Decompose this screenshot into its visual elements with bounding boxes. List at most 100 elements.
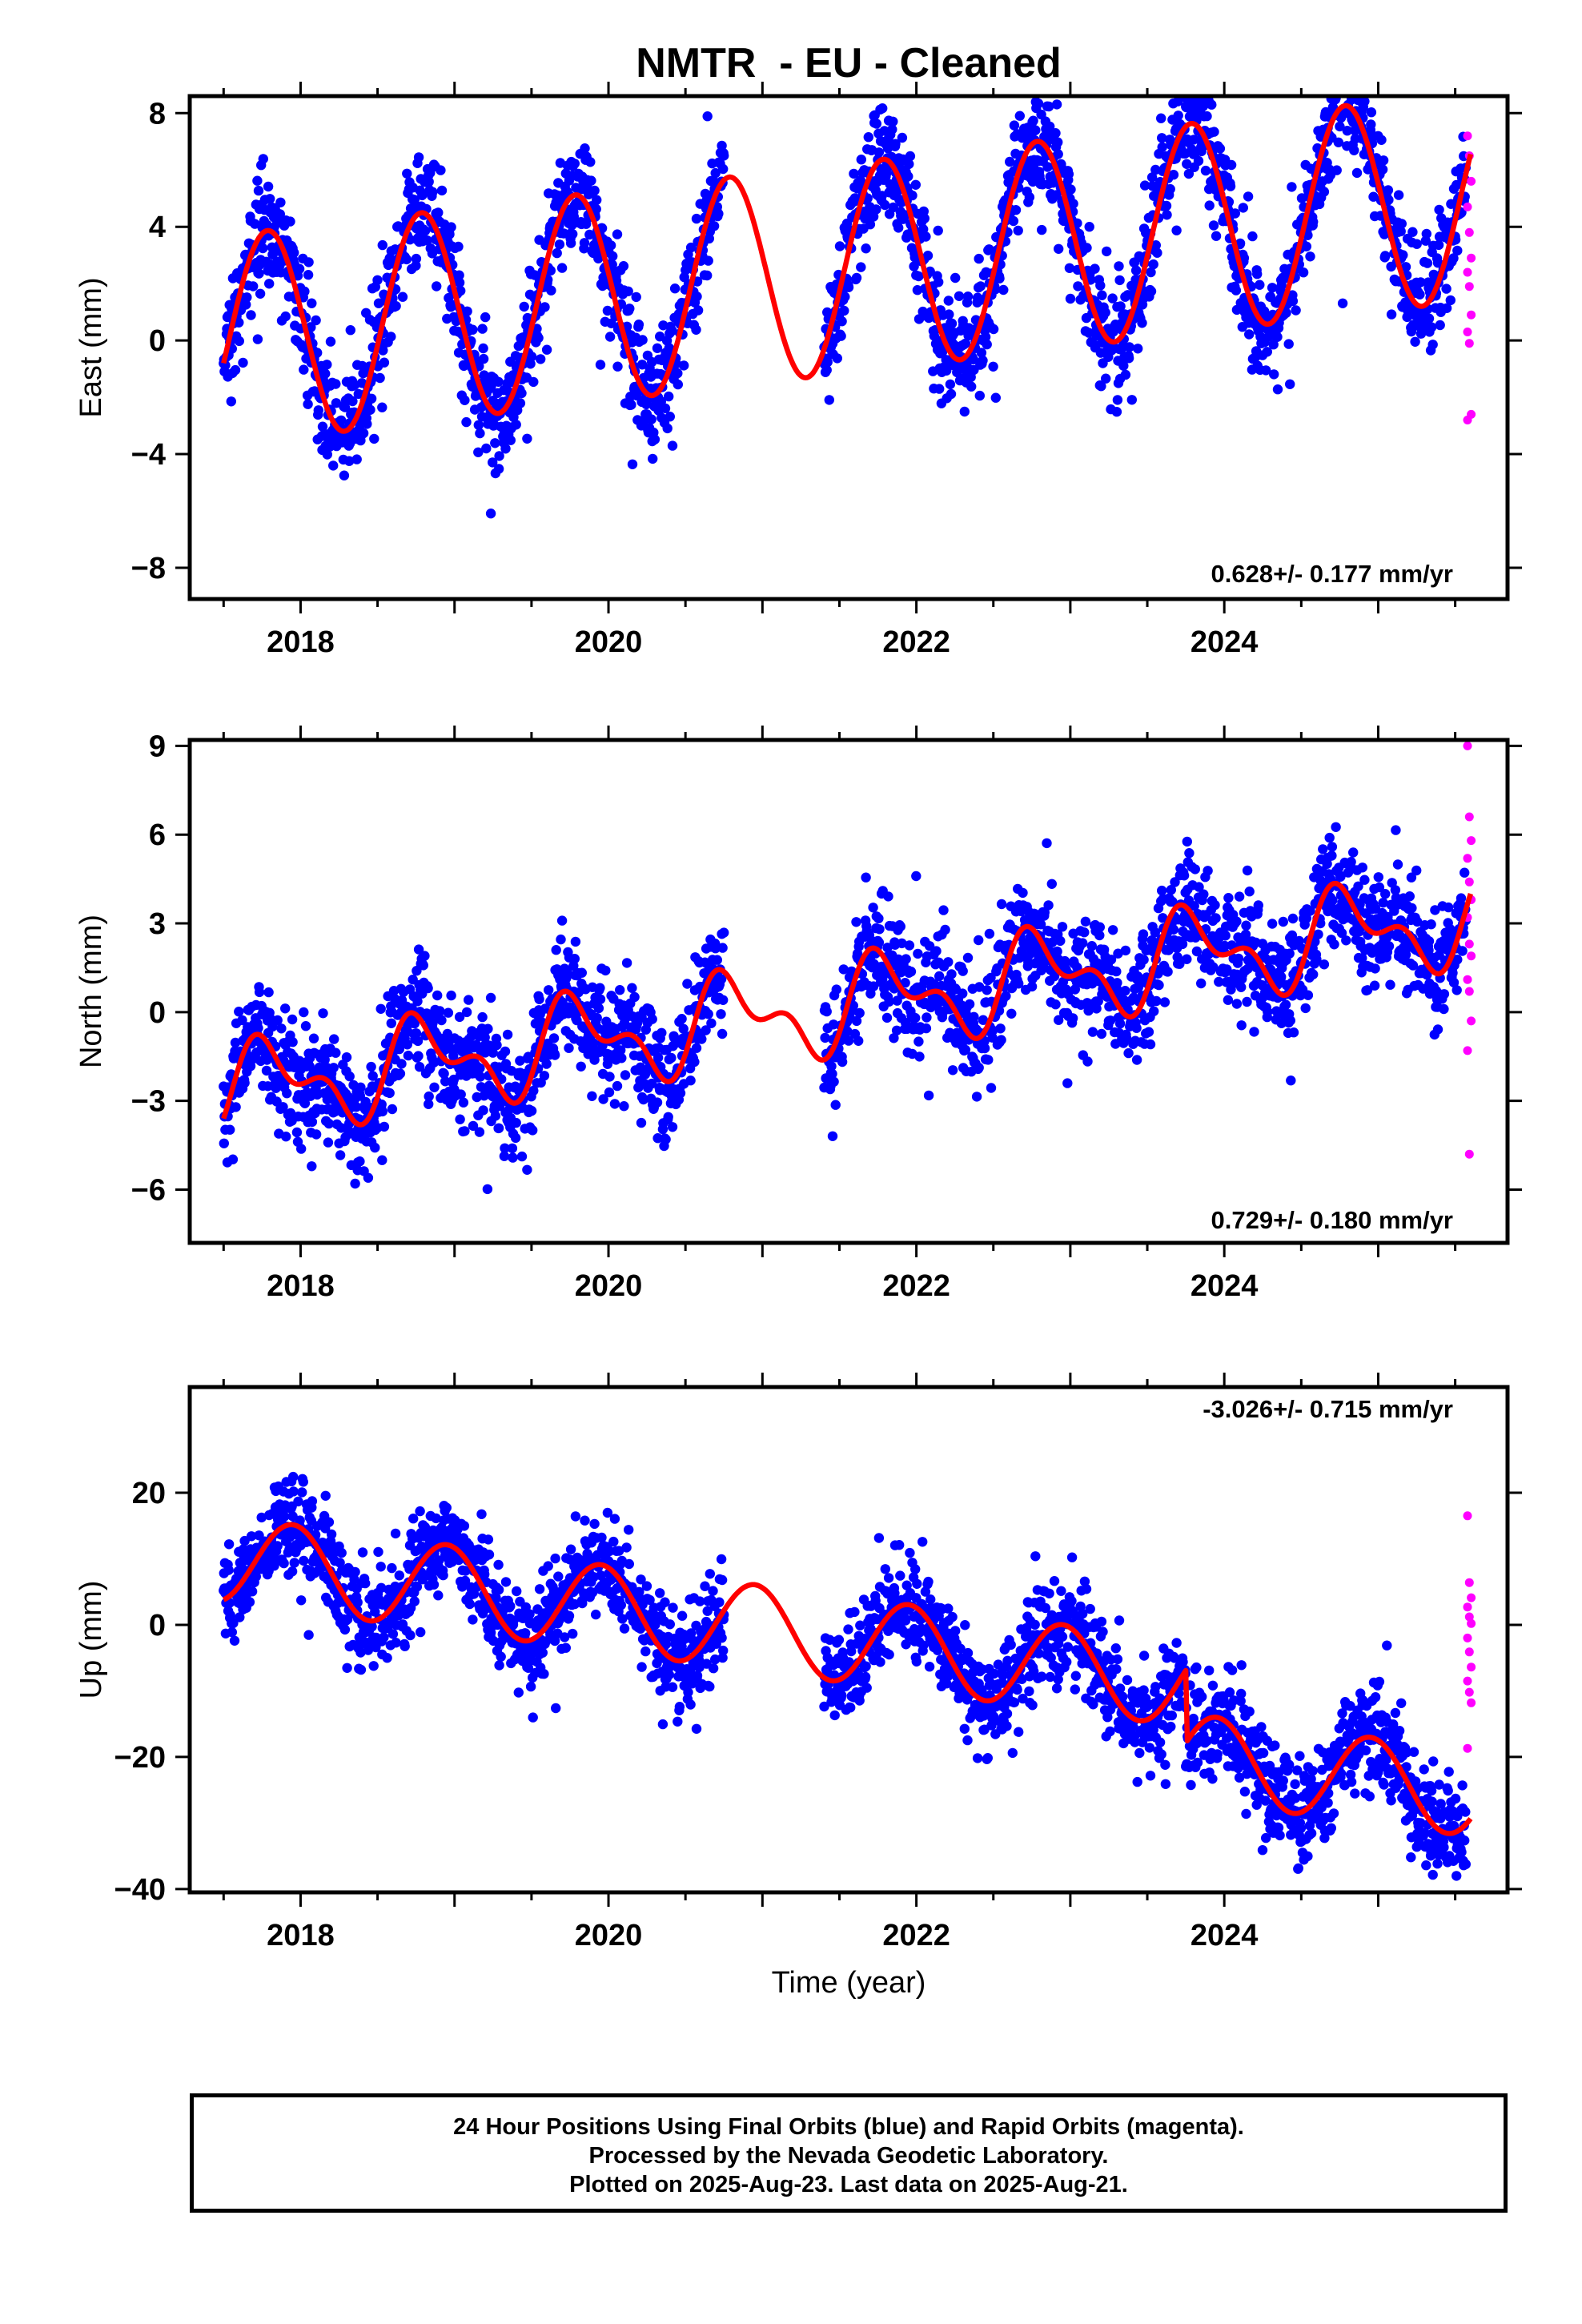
final-orbit-point bbox=[612, 361, 623, 372]
final-orbit-point bbox=[1421, 228, 1432, 239]
final-orbit-point bbox=[1145, 1039, 1156, 1050]
final-orbit-point bbox=[983, 1055, 994, 1065]
final-orbit-point bbox=[1189, 135, 1199, 145]
final-orbit-point bbox=[576, 1061, 586, 1072]
final-orbit-point bbox=[475, 1072, 486, 1082]
final-orbit-point bbox=[1043, 101, 1054, 112]
y-tick-label: 3 bbox=[149, 907, 166, 941]
final-orbit-point bbox=[1392, 859, 1403, 870]
final-orbit-point bbox=[1231, 999, 1243, 1009]
final-orbit-point bbox=[861, 243, 871, 254]
final-orbit-point bbox=[868, 903, 878, 913]
final-orbit-point bbox=[836, 331, 846, 341]
final-orbit-point bbox=[1315, 918, 1326, 929]
final-orbit-point bbox=[576, 967, 587, 978]
y-tick-label: 6 bbox=[149, 818, 166, 852]
final-orbit-point bbox=[1407, 227, 1418, 237]
final-orbit-point bbox=[379, 357, 390, 368]
final-orbit-point bbox=[1193, 155, 1204, 167]
final-orbit-point bbox=[1286, 1076, 1296, 1086]
final-orbit-point bbox=[1098, 944, 1110, 955]
final-orbit-point bbox=[856, 155, 867, 165]
final-orbit-point bbox=[1390, 885, 1401, 895]
final-orbit-point bbox=[454, 277, 465, 288]
final-orbit-point bbox=[1130, 265, 1142, 275]
final-orbit-point bbox=[423, 983, 433, 994]
final-orbit-point bbox=[1082, 243, 1092, 253]
final-orbit-point bbox=[1426, 919, 1436, 930]
final-orbit-point bbox=[1227, 940, 1237, 951]
final-orbit-point bbox=[1090, 263, 1100, 274]
final-orbit-point bbox=[223, 1539, 235, 1550]
final-orbit-point bbox=[446, 222, 456, 232]
final-orbit-point bbox=[1214, 976, 1224, 987]
final-orbit-point bbox=[234, 336, 244, 347]
final-orbit-point bbox=[1114, 275, 1125, 286]
final-orbit-point bbox=[969, 1011, 979, 1023]
final-orbit-point bbox=[716, 1009, 726, 1019]
rapid-orbit-point bbox=[1467, 951, 1476, 961]
final-orbit-point bbox=[272, 1015, 283, 1026]
final-orbit-point bbox=[1410, 336, 1420, 347]
final-orbit-point bbox=[375, 1003, 386, 1015]
final-orbit-point bbox=[633, 320, 644, 330]
final-orbit-point bbox=[1327, 895, 1338, 906]
final-orbit-point bbox=[1351, 71, 1361, 81]
final-orbit-points-east bbox=[219, 68, 1472, 519]
final-orbit-point bbox=[1355, 68, 1364, 78]
final-orbit-point bbox=[402, 1039, 412, 1050]
final-orbit-point bbox=[323, 1118, 335, 1129]
final-orbit-point bbox=[1148, 259, 1158, 270]
final-orbit-point bbox=[1380, 889, 1391, 899]
final-orbit-point bbox=[397, 292, 408, 302]
final-orbit-point bbox=[1006, 1008, 1017, 1019]
final-orbit-point bbox=[276, 1023, 287, 1034]
final-orbit-point bbox=[911, 870, 921, 882]
final-orbit-point bbox=[258, 243, 268, 254]
rapid-orbit-point bbox=[1467, 176, 1476, 186]
final-orbit-point bbox=[387, 1104, 398, 1115]
rapid-orbit-point bbox=[1464, 339, 1474, 348]
final-orbit-point bbox=[1107, 293, 1118, 304]
final-orbit-point bbox=[231, 1102, 241, 1112]
final-orbit-point bbox=[1123, 1047, 1134, 1059]
final-orbit-point bbox=[1097, 290, 1107, 300]
final-orbit-point bbox=[1422, 258, 1433, 268]
final-orbit-point bbox=[832, 353, 843, 364]
final-orbit-point bbox=[1043, 900, 1054, 911]
final-orbit-point bbox=[1055, 935, 1066, 947]
final-orbit-point bbox=[1114, 1019, 1126, 1029]
final-orbit-point bbox=[964, 999, 975, 1010]
final-orbit-point bbox=[1050, 128, 1061, 139]
final-orbit-point bbox=[1045, 121, 1055, 132]
final-orbit-point bbox=[1324, 832, 1335, 843]
final-orbit-point bbox=[508, 1152, 518, 1163]
final-orbit-point bbox=[623, 286, 633, 296]
final-orbit-point bbox=[1209, 127, 1219, 137]
final-orbit-point bbox=[873, 147, 885, 158]
final-orbit-point bbox=[526, 1105, 537, 1116]
final-orbit-point bbox=[874, 924, 885, 935]
final-orbit-point bbox=[1052, 946, 1062, 957]
final-orbit-point bbox=[1114, 261, 1124, 271]
final-orbit-point bbox=[718, 995, 729, 1006]
final-orbit-point bbox=[1199, 889, 1209, 899]
final-orbit-point bbox=[1009, 120, 1020, 131]
final-orbit-point bbox=[1174, 959, 1185, 969]
final-orbit-point bbox=[303, 257, 314, 267]
x-tick-label: 2022 bbox=[882, 625, 950, 659]
final-orbit-point bbox=[946, 969, 957, 979]
final-orbit-point bbox=[258, 154, 268, 164]
final-orbit-point bbox=[1080, 916, 1091, 927]
final-orbit-point bbox=[656, 1027, 667, 1039]
final-orbit-point bbox=[1262, 347, 1273, 357]
final-orbit-point bbox=[287, 1014, 298, 1025]
final-orbit-point bbox=[275, 197, 286, 207]
final-orbit-point bbox=[1222, 964, 1232, 975]
final-orbit-point bbox=[604, 1072, 615, 1082]
final-orbit-point bbox=[1346, 78, 1355, 87]
final-orbit-point bbox=[1301, 241, 1312, 251]
rapid-orbit-point bbox=[1463, 416, 1472, 424]
final-orbit-point bbox=[1434, 204, 1444, 215]
